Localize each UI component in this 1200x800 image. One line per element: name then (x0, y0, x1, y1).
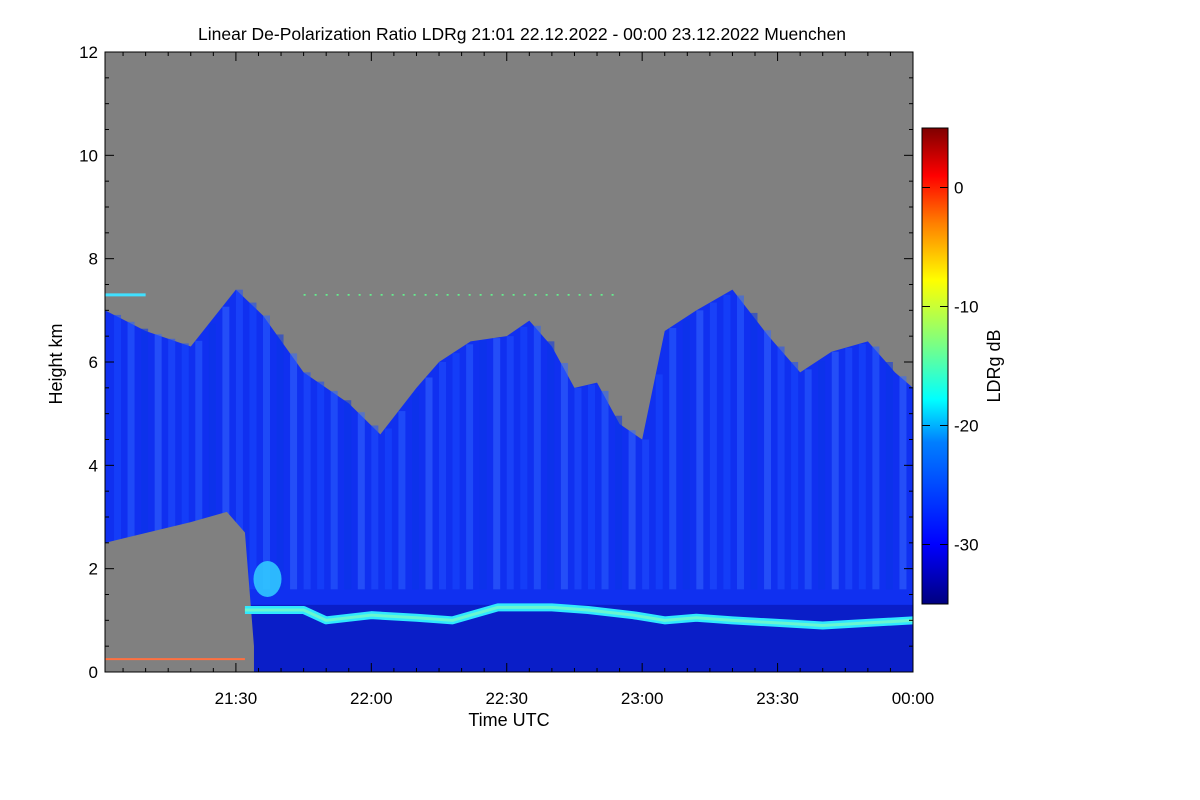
fallstreak (885, 362, 893, 590)
fallstreak (466, 344, 474, 590)
y-tick-label: 10 (79, 146, 98, 165)
y-axis: 0 2 4 6 8 10 12 (79, 43, 913, 682)
fallstreak (574, 387, 582, 590)
fallstreak (669, 328, 677, 590)
fallstreak (439, 362, 447, 590)
colorbar-tick-label: -10 (954, 298, 979, 317)
fallstreak (371, 425, 379, 590)
fallstreak (411, 393, 419, 590)
y-tick-label: 2 (89, 560, 98, 579)
fallstreak (682, 319, 690, 590)
y-tick-label: 6 (89, 353, 98, 372)
fallstreak (114, 314, 122, 590)
fallstreak (479, 340, 487, 590)
fallstreak (303, 372, 311, 590)
plot-area (104, 51, 914, 673)
y-axis-label: Height km (46, 323, 66, 404)
y-tick-label: 8 (89, 250, 98, 269)
fallstreak (858, 343, 866, 590)
fallstreak (452, 353, 460, 590)
fallstreak (276, 334, 284, 590)
fallstreak (899, 376, 907, 590)
fallstreak (696, 310, 704, 590)
heatmap-field (105, 289, 913, 672)
x-axis-label: Time UTC (468, 710, 549, 730)
x-tick-label: 21:30 (215, 689, 258, 708)
colorbar-tick-label: 0 (954, 179, 963, 198)
y-tick-label: 0 (89, 663, 98, 682)
fallstreak (344, 400, 352, 590)
fallstreak (235, 289, 243, 590)
colorbar: 0 -10 -20 -30 LDRg dB (921, 127, 1004, 605)
fallstreak (601, 390, 609, 590)
fallstreak (195, 340, 203, 590)
fallstreak (222, 306, 230, 590)
fallstreak (154, 334, 162, 590)
fallstreak (249, 302, 257, 590)
colorbar-tick-label: -20 (954, 417, 979, 436)
x-axis: 21:30 22:00 22:30 23:00 23:30 00:00 (122, 52, 935, 708)
nodata-gap (105, 511, 254, 672)
fallstreak (330, 390, 338, 590)
fallstreak (208, 323, 216, 590)
fallstreak (493, 338, 501, 590)
x-tick-label: 23:30 (756, 689, 799, 708)
fallstreak (357, 412, 365, 590)
fallstreak (831, 351, 839, 590)
fallstreak (168, 338, 176, 590)
fallstreak (845, 347, 853, 590)
fallstreak (398, 411, 406, 590)
fallstreak (750, 312, 758, 590)
fallstreak (506, 336, 514, 590)
x-tick-label: 22:30 (485, 689, 528, 708)
y-tick-label: 12 (79, 43, 98, 62)
fallstreak (290, 353, 298, 590)
fallstreak (587, 384, 595, 590)
fallstreak (425, 377, 433, 590)
fallstreak (560, 363, 568, 590)
fallstreak (777, 346, 785, 590)
fallstreak (764, 330, 772, 590)
fallstreak (547, 341, 555, 590)
fallstreak (181, 343, 189, 590)
fallstreak (262, 315, 270, 590)
bright-layer-core (244, 605, 913, 628)
x-tick-label: 00:00 (892, 689, 935, 708)
x-tick-label: 23:00 (621, 689, 664, 708)
cyan-patch (253, 561, 282, 597)
x-tick-label: 22:00 (350, 689, 393, 708)
colorbar-tick-label: -30 (954, 536, 979, 555)
fallstreak (533, 325, 541, 590)
fallstreak (723, 294, 731, 590)
fallstreak (628, 430, 636, 590)
chart-title: Linear De-Polarization Ratio LDRg 21:01 … (198, 24, 846, 44)
colorbar-gradient (921, 127, 949, 605)
fallstreak (818, 360, 826, 590)
fallstreak (736, 295, 744, 590)
fallstreak (615, 415, 623, 590)
fallstreak (642, 439, 650, 590)
fallstreak (791, 362, 799, 590)
fallstreak (520, 326, 528, 590)
fallstreak (804, 369, 812, 590)
fallstreak (141, 328, 149, 590)
fallstreak (384, 428, 392, 590)
fallstreak (127, 321, 135, 590)
colorbar-label: LDRg dB (984, 329, 1004, 402)
fallstreak (655, 374, 663, 590)
y-tick-label: 4 (89, 456, 98, 475)
fallstreak (709, 302, 717, 590)
fallstreak (317, 381, 325, 590)
fallstreak (872, 346, 880, 590)
